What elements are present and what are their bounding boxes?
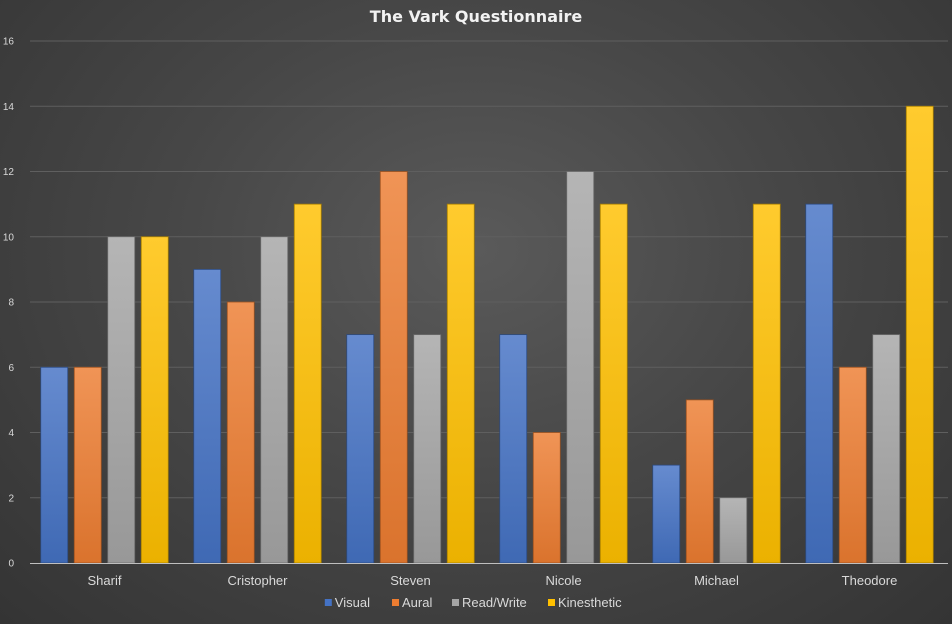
bars: [40, 105, 934, 564]
bar-visual-steven: [346, 334, 375, 564]
x-category-label: Cristopher: [228, 573, 289, 588]
legend-label: Kinesthetic: [558, 595, 622, 610]
legend-label: Aural: [402, 595, 432, 610]
y-axis-ticks: 0 2 4 6 8 10 12 14 16: [3, 37, 15, 570]
legend-swatch: [548, 599, 555, 606]
y-tick-label: 0: [8, 559, 14, 570]
bar-kinesthetic-theodore: [905, 105, 934, 564]
bar-kinesthetic-cristopher: [293, 203, 322, 564]
x-category-label: Michael: [694, 573, 739, 588]
x-category-label: Nicole: [545, 573, 581, 588]
y-tick-label: 4: [8, 428, 14, 439]
x-axis-categories: Sharif Cristopher Steven Nicole Michael Theod…: [88, 573, 898, 588]
bar-kinesthetic-michael: [752, 203, 781, 564]
legend-swatch: [324, 599, 332, 606]
bar-visual-sharif: [40, 366, 69, 564]
bar-kinesthetic-steven: [446, 203, 475, 564]
legend-label: Visual: [335, 595, 370, 610]
legend-label: Read/Write: [462, 595, 527, 610]
y-tick-label: 14: [3, 102, 15, 113]
legend-swatch: [452, 599, 459, 606]
y-tick-label: 6: [8, 363, 14, 374]
y-tick-label: 12: [3, 167, 15, 178]
y-tick-label: 8: [8, 298, 14, 309]
x-category-label: Steven: [390, 573, 430, 588]
y-tick-label: 2: [8, 493, 14, 504]
x-category-label: Sharif: [88, 573, 122, 588]
bar-visual-nicole: [499, 334, 528, 564]
bar-aural-sharif: [73, 366, 102, 564]
y-tick-label: 16: [3, 37, 15, 48]
gridlines: [30, 40, 948, 499]
bar-aural-theodore: [838, 366, 867, 564]
bar-visual-michael: [652, 464, 681, 564]
legend-swatch: [392, 599, 399, 606]
bar-read-write-theodore: [872, 334, 901, 564]
legend: Visual Aural Read/Write Kinesthetic: [324, 595, 622, 610]
bar-read-write-nicole: [566, 171, 595, 564]
bar-read-write-michael: [719, 497, 748, 564]
bar-aural-michael: [685, 399, 714, 564]
bar-aural-cristopher: [226, 301, 255, 564]
chart-title: The Vark Questionnaire: [370, 7, 583, 26]
bar-visual-cristopher: [193, 268, 222, 564]
bar-read-write-cristopher: [260, 236, 289, 564]
bar-kinesthetic-sharif: [140, 236, 169, 564]
y-tick-label: 10: [3, 232, 15, 243]
bar-visual-theodore: [805, 203, 834, 564]
x-category-label: Theodore: [842, 573, 898, 588]
bar-read-write-sharif: [107, 236, 136, 564]
bar-read-write-steven: [413, 334, 442, 564]
bar-aural-steven: [379, 171, 408, 564]
bar-kinesthetic-nicole: [599, 203, 628, 564]
bar-aural-nicole: [532, 432, 561, 564]
